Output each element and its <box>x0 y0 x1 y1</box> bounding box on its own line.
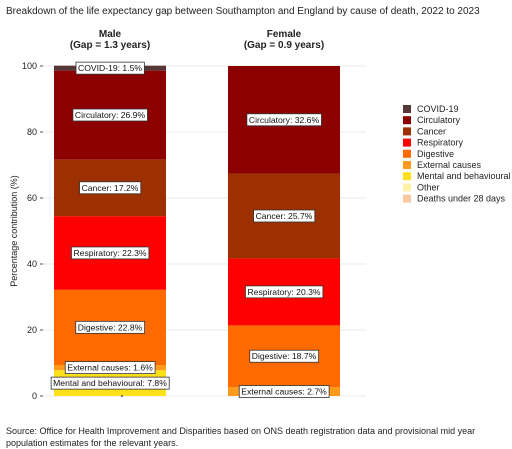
bar-data-label-text: External causes: 1.6% <box>67 363 153 373</box>
bar-data-label: COVID-19: 1.5% <box>75 61 145 75</box>
bar-data-label-box <box>71 246 150 260</box>
legend-swatch <box>403 116 411 125</box>
legend-swatch <box>403 127 411 136</box>
legend-label: Cancer <box>417 126 446 136</box>
panel-subtitle: (Gap = 1.3 years) <box>70 40 150 51</box>
legend-swatch <box>403 105 411 113</box>
bar-data-label-box <box>249 349 319 363</box>
y-axis-label: Percentage contribution (%) <box>9 175 19 287</box>
legend-swatch <box>403 194 411 203</box>
y-tick-label: 100 <box>22 61 37 71</box>
bar-data-label: Respiratory: 20.3% <box>245 285 324 299</box>
legend-swatch <box>403 138 411 147</box>
bar-data-label-box <box>64 361 156 375</box>
bar-marker <box>121 395 123 397</box>
legend-label: External causes <box>417 160 482 170</box>
bar-data-label-box <box>238 385 330 398</box>
chart-title: Breakdown of the life expectancy gap bet… <box>6 6 480 17</box>
bar-data-label-text: Digestive: 22.8% <box>78 322 143 332</box>
legend-label: Other <box>417 182 440 192</box>
bar-data-label-text: Respiratory: 22.3% <box>73 248 146 258</box>
bar-data-label-box <box>75 320 145 334</box>
panel-title: Male <box>99 29 122 40</box>
bar-data-label-box <box>75 61 145 75</box>
y-tick-label: 80 <box>27 127 37 137</box>
legend-label: COVID-19 <box>417 104 459 114</box>
bar-data-label: Circulatory: 26.9% <box>72 108 148 122</box>
bar-data-label-box <box>245 285 324 299</box>
bar-data-label-text: Respiratory: 20.3% <box>247 287 320 297</box>
panel-subtitle: (Gap = 0.9 years) <box>244 40 324 51</box>
bar-data-label-text: COVID-19: 1.5% <box>78 63 142 73</box>
bar-data-label-text: Cancer: 25.7% <box>256 211 313 221</box>
y-tick-label: 0 <box>32 391 37 401</box>
legend-label: Mental and behavioural <box>417 171 511 181</box>
bar-data-label-text: External causes: 2.7% <box>241 387 327 397</box>
legend-label: Respiratory <box>417 138 464 148</box>
chart: Breakdown of the life expectancy gap bet… <box>6 6 511 401</box>
bar-data-label-text: Cancer: 17.2% <box>82 183 139 193</box>
legend-swatch <box>403 183 411 192</box>
bar-data-label: Digestive: 22.8% <box>75 320 145 334</box>
bar-data-label-box <box>253 209 316 223</box>
bar-data-label: Cancer: 17.2% <box>79 181 142 195</box>
legend-swatch <box>403 149 411 158</box>
bar-data-label: Digestive: 18.7% <box>249 349 319 363</box>
legend-label: Circulatory <box>417 115 461 125</box>
panel-title: Female <box>267 29 302 40</box>
bar-data-label-text: Circulatory: 26.9% <box>75 110 146 120</box>
legend-swatch <box>403 172 411 181</box>
source-note: Source: Office for Health Improvement an… <box>6 426 476 448</box>
y-tick-label: 40 <box>27 259 37 269</box>
bar-data-label: External causes: 1.6% <box>64 361 156 375</box>
bar-data-label-text: Digestive: 18.7% <box>252 351 317 361</box>
legend-swatch <box>403 161 411 169</box>
bar-data-label-box <box>50 376 170 390</box>
legend-label: Digestive <box>417 149 454 159</box>
bar-data-label: Circulatory: 32.6% <box>246 113 322 127</box>
bar-data-label: Respiratory: 22.3% <box>71 246 150 260</box>
legend-label: Deaths under 28 days <box>417 194 506 204</box>
bar-data-label-box <box>246 113 322 127</box>
y-tick-label: 20 <box>27 325 37 335</box>
bar-data-label: Mental and behavioural: 7.8% <box>50 376 170 390</box>
bar-data-label-text: Mental and behavioural: 7.8% <box>53 378 167 388</box>
bar-data-label-text: Circulatory: 32.6% <box>249 115 320 125</box>
bar-data-label-box <box>79 181 142 195</box>
bar-data-label: Cancer: 25.7% <box>253 209 316 223</box>
bar-data-label: External causes: 2.7% <box>238 385 330 398</box>
y-tick-label: 60 <box>27 193 37 203</box>
bar-data-label-box <box>72 108 148 122</box>
